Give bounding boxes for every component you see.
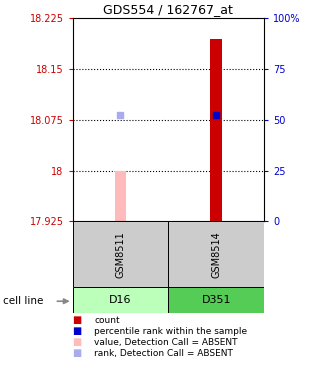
Bar — [73, 221, 168, 287]
Text: D351: D351 — [201, 295, 231, 305]
Bar — [73, 287, 168, 313]
Text: ■: ■ — [73, 315, 82, 325]
Text: D16: D16 — [109, 295, 132, 305]
Text: cell line: cell line — [3, 296, 44, 306]
Text: ■: ■ — [73, 337, 82, 347]
Text: GSM8511: GSM8511 — [115, 231, 125, 278]
Text: percentile rank within the sample: percentile rank within the sample — [94, 327, 247, 336]
Bar — [168, 221, 264, 287]
Bar — [211, 39, 222, 221]
Bar — [168, 287, 264, 313]
Text: rank, Detection Call = ABSENT: rank, Detection Call = ABSENT — [94, 349, 233, 358]
Title: GDS554 / 162767_at: GDS554 / 162767_at — [103, 3, 233, 16]
Text: ■: ■ — [73, 348, 82, 358]
Bar — [115, 171, 126, 221]
Text: value, Detection Call = ABSENT: value, Detection Call = ABSENT — [94, 338, 238, 347]
Text: count: count — [94, 316, 120, 325]
Text: GSM8514: GSM8514 — [211, 231, 221, 278]
Text: ■: ■ — [73, 326, 82, 336]
